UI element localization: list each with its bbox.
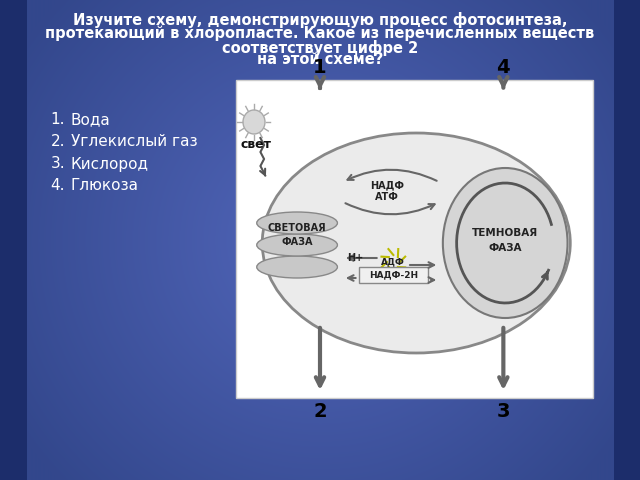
- Circle shape: [243, 110, 265, 134]
- Text: ТЕМНОВАЯ: ТЕМНОВАЯ: [472, 228, 538, 238]
- Ellipse shape: [257, 212, 337, 234]
- Text: ФАЗА: ФАЗА: [282, 237, 313, 247]
- Text: 1.: 1.: [51, 112, 65, 128]
- Text: Глюкоза: Глюкоза: [70, 179, 139, 193]
- Ellipse shape: [443, 168, 568, 318]
- Text: соответствует цифре 2: соответствует цифре 2: [222, 40, 418, 56]
- Text: 2: 2: [313, 402, 327, 421]
- Ellipse shape: [257, 256, 337, 278]
- Text: на этой схеме?: на этой схеме?: [257, 52, 383, 68]
- Text: Кислород: Кислород: [70, 156, 148, 171]
- Text: протекающий в хлоропласте. Какое из перечисленных веществ: протекающий в хлоропласте. Какое из пере…: [45, 25, 595, 41]
- Text: НАДФ-2Н: НАДФ-2Н: [369, 271, 418, 279]
- Text: НАДФ: НАДФ: [370, 180, 404, 190]
- Text: Углекислый газ: Углекислый газ: [70, 134, 197, 149]
- Ellipse shape: [257, 234, 337, 256]
- Text: Вода: Вода: [70, 112, 110, 128]
- Text: свет: свет: [240, 139, 271, 152]
- Text: Н+: Н+: [347, 253, 363, 263]
- Text: АТФ: АТФ: [375, 192, 399, 202]
- Text: 1: 1: [313, 58, 327, 77]
- Text: 2.: 2.: [51, 134, 65, 149]
- Text: Изучите схему, демонстрирующую процесс фотосинтеза,: Изучите схему, демонстрирующую процесс ф…: [73, 12, 567, 28]
- Text: СВЕТОВАЯ: СВЕТОВАЯ: [268, 223, 326, 233]
- Ellipse shape: [262, 133, 570, 353]
- Text: 4: 4: [497, 58, 510, 77]
- Bar: [236, 80, 593, 398]
- Text: 3: 3: [497, 402, 510, 421]
- Text: 3.: 3.: [51, 156, 65, 171]
- Text: АДФ: АДФ: [381, 257, 405, 266]
- Text: ФАЗА: ФАЗА: [488, 243, 522, 253]
- Text: 4.: 4.: [51, 179, 65, 193]
- Bar: [358, 267, 428, 283]
